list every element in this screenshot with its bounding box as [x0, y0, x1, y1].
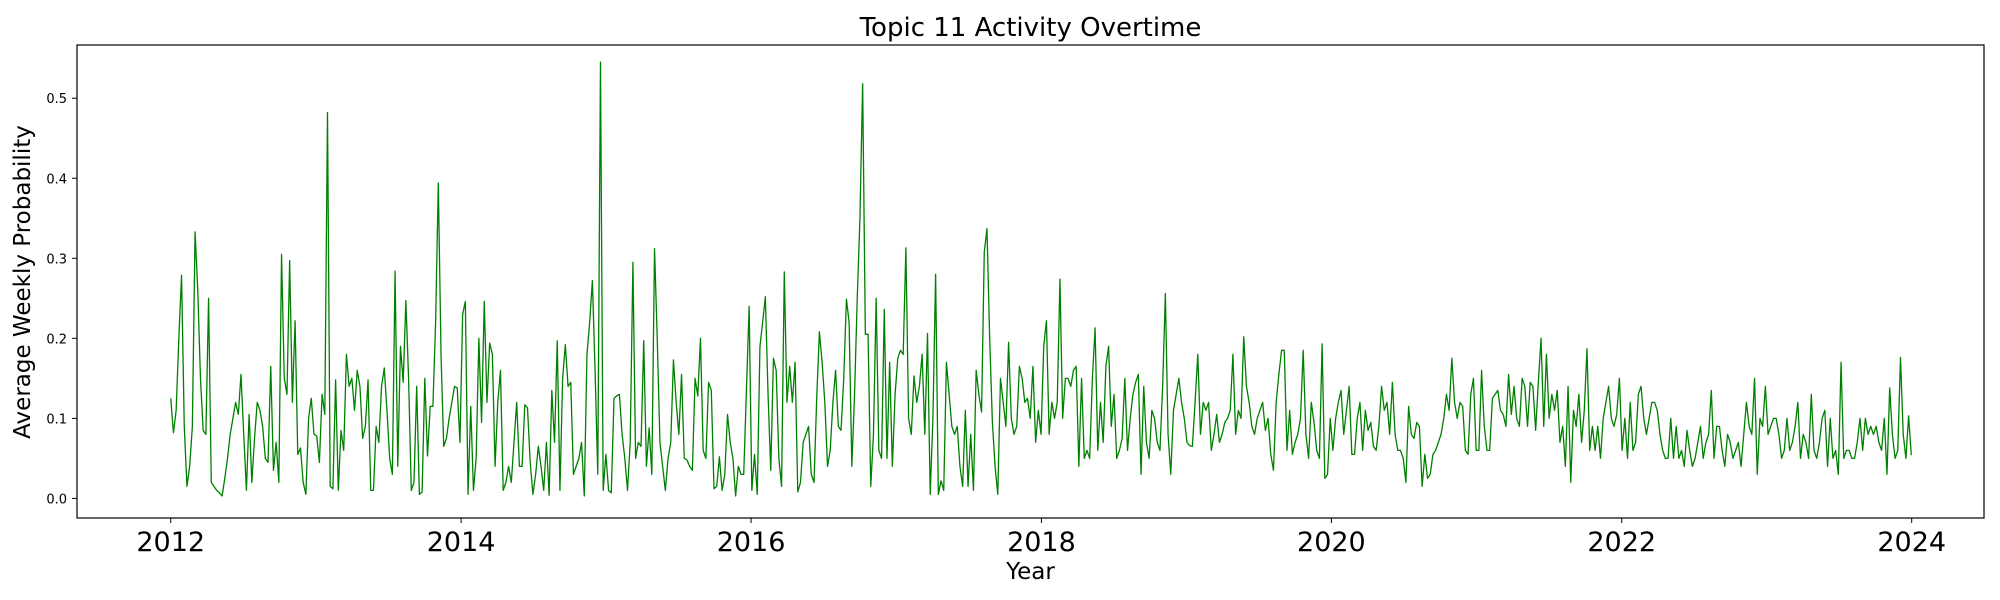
y-tick-label: 0.3 — [46, 252, 67, 267]
x-tick-label: 2020 — [1297, 527, 1366, 558]
x-tick-label: 2014 — [427, 527, 496, 558]
series-lines — [170, 61, 1912, 497]
x-tick-label: 2012 — [136, 527, 205, 558]
y-tick-label: 0.5 — [46, 92, 67, 107]
x-tick-label: 2016 — [717, 527, 786, 558]
y-tick-label: 0.0 — [46, 492, 67, 507]
y-tick-label: 0.4 — [46, 172, 67, 187]
y-axis-ticks: 0.0 0.1 0.2 0.3 0.4 0.5 — [46, 92, 77, 507]
x-axis-ticks: 2012 2014 2016 2018 2020 2022 2024 — [136, 518, 1946, 558]
y-tick-label: 0.2 — [46, 332, 67, 347]
series-line — [170, 61, 1912, 497]
x-tick-label: 2024 — [1877, 527, 1946, 558]
chart-title: Topic 11 Activity Overtime — [859, 13, 1202, 43]
x-tick-label: 2022 — [1587, 527, 1656, 558]
y-axis-label: Average Weekly Probability — [10, 125, 36, 439]
plot-frame — [76, 44, 1985, 519]
y-tick-label: 0.1 — [46, 412, 67, 427]
x-axis-label: Year — [1005, 559, 1055, 585]
x-tick-label: 2018 — [1007, 527, 1076, 558]
